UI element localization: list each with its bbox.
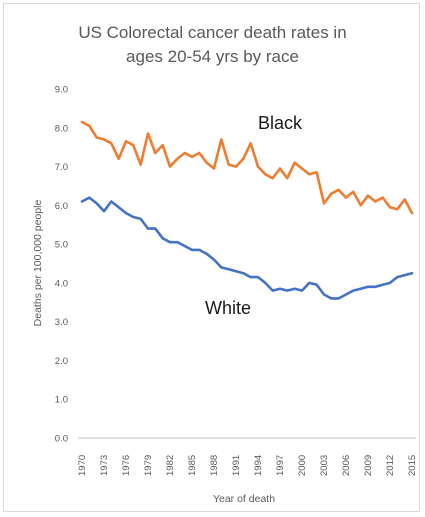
- chart-title-line-2: ages 20-54 yrs by race: [126, 47, 299, 66]
- x-tick-label: 2000: [297, 455, 308, 476]
- y-tick-label: 8.0: [55, 123, 68, 134]
- chart-title-line-1: US Colorectal cancer death rates in: [78, 23, 347, 42]
- series-label-white: White: [205, 298, 251, 318]
- x-tick-label: 1982: [165, 455, 176, 476]
- y-tick-label: 2.0: [55, 356, 68, 367]
- y-tick-label: 4.0: [55, 278, 68, 289]
- x-tick-label: 1973: [99, 455, 110, 476]
- series-lines: [80, 120, 414, 300]
- x-tick-label: 1985: [187, 455, 198, 476]
- y-tick-label: 1.0: [55, 395, 68, 406]
- x-tick-label: 1988: [209, 455, 220, 476]
- x-tick-label: 1970: [77, 455, 88, 476]
- x-tick-label: 2009: [363, 455, 374, 476]
- y-tick-label: 7.0: [55, 162, 68, 173]
- x-tick-label: 1976: [121, 455, 132, 476]
- y-tick-label: 9.0: [55, 85, 68, 96]
- x-tick-label: 1997: [275, 455, 286, 476]
- y-axis-ticks: 0.0 1.0 2.0 3.0 4.0 5.0 6.0 7.0 8.0 9.0: [55, 85, 68, 445]
- series-line-white: [80, 196, 414, 300]
- series-label-black: Black: [258, 113, 303, 133]
- x-tick-label: 1991: [231, 455, 242, 476]
- y-tick-label: 6.0: [55, 201, 68, 212]
- series-line-black: [80, 120, 414, 215]
- x-tick-label: 1979: [143, 455, 154, 476]
- y-tick-label: 5.0: [55, 240, 68, 251]
- x-tick-label: 2012: [385, 455, 396, 476]
- y-tick-label: 3.0: [55, 317, 68, 328]
- x-axis-ticks: 1970 1973 1976 1979 1982 1985 1988 1991 1994 1997…: [77, 455, 418, 476]
- x-tick-label: 2015: [407, 455, 418, 476]
- y-tick-label: 0.0: [55, 434, 68, 445]
- x-tick-label: 1994: [253, 455, 264, 476]
- x-tick-label: 2003: [319, 455, 330, 476]
- x-axis-label: Year of death: [213, 493, 275, 505]
- y-axis-label: Deaths per 100,000 people: [32, 200, 44, 327]
- x-tick-label: 2006: [341, 455, 352, 476]
